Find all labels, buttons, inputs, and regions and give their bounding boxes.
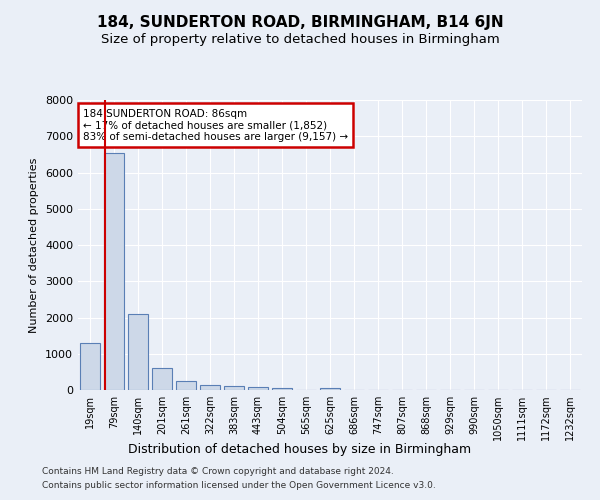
Text: Contains HM Land Registry data © Crown copyright and database right 2024.: Contains HM Land Registry data © Crown c… [42,468,394,476]
Bar [248,388,268,390]
Bar [320,388,340,390]
Bar [200,386,220,390]
Bar [152,368,172,390]
Text: 184, SUNDERTON ROAD, BIRMINGHAM, B14 6JN: 184, SUNDERTON ROAD, BIRMINGHAM, B14 6JN [97,15,503,30]
Bar [176,381,196,390]
Text: Distribution of detached houses by size in Birmingham: Distribution of detached houses by size … [128,442,472,456]
Bar [272,388,292,390]
Y-axis label: Number of detached properties: Number of detached properties [29,158,40,332]
Text: Contains public sector information licensed under the Open Government Licence v3: Contains public sector information licen… [42,481,436,490]
Text: 184 SUNDERTON ROAD: 86sqm
← 17% of detached houses are smaller (1,852)
83% of se: 184 SUNDERTON ROAD: 86sqm ← 17% of detac… [83,108,348,142]
Bar [80,343,100,390]
Bar [224,386,244,390]
Text: Size of property relative to detached houses in Birmingham: Size of property relative to detached ho… [101,32,499,46]
Bar [104,152,124,390]
Bar [128,314,148,390]
